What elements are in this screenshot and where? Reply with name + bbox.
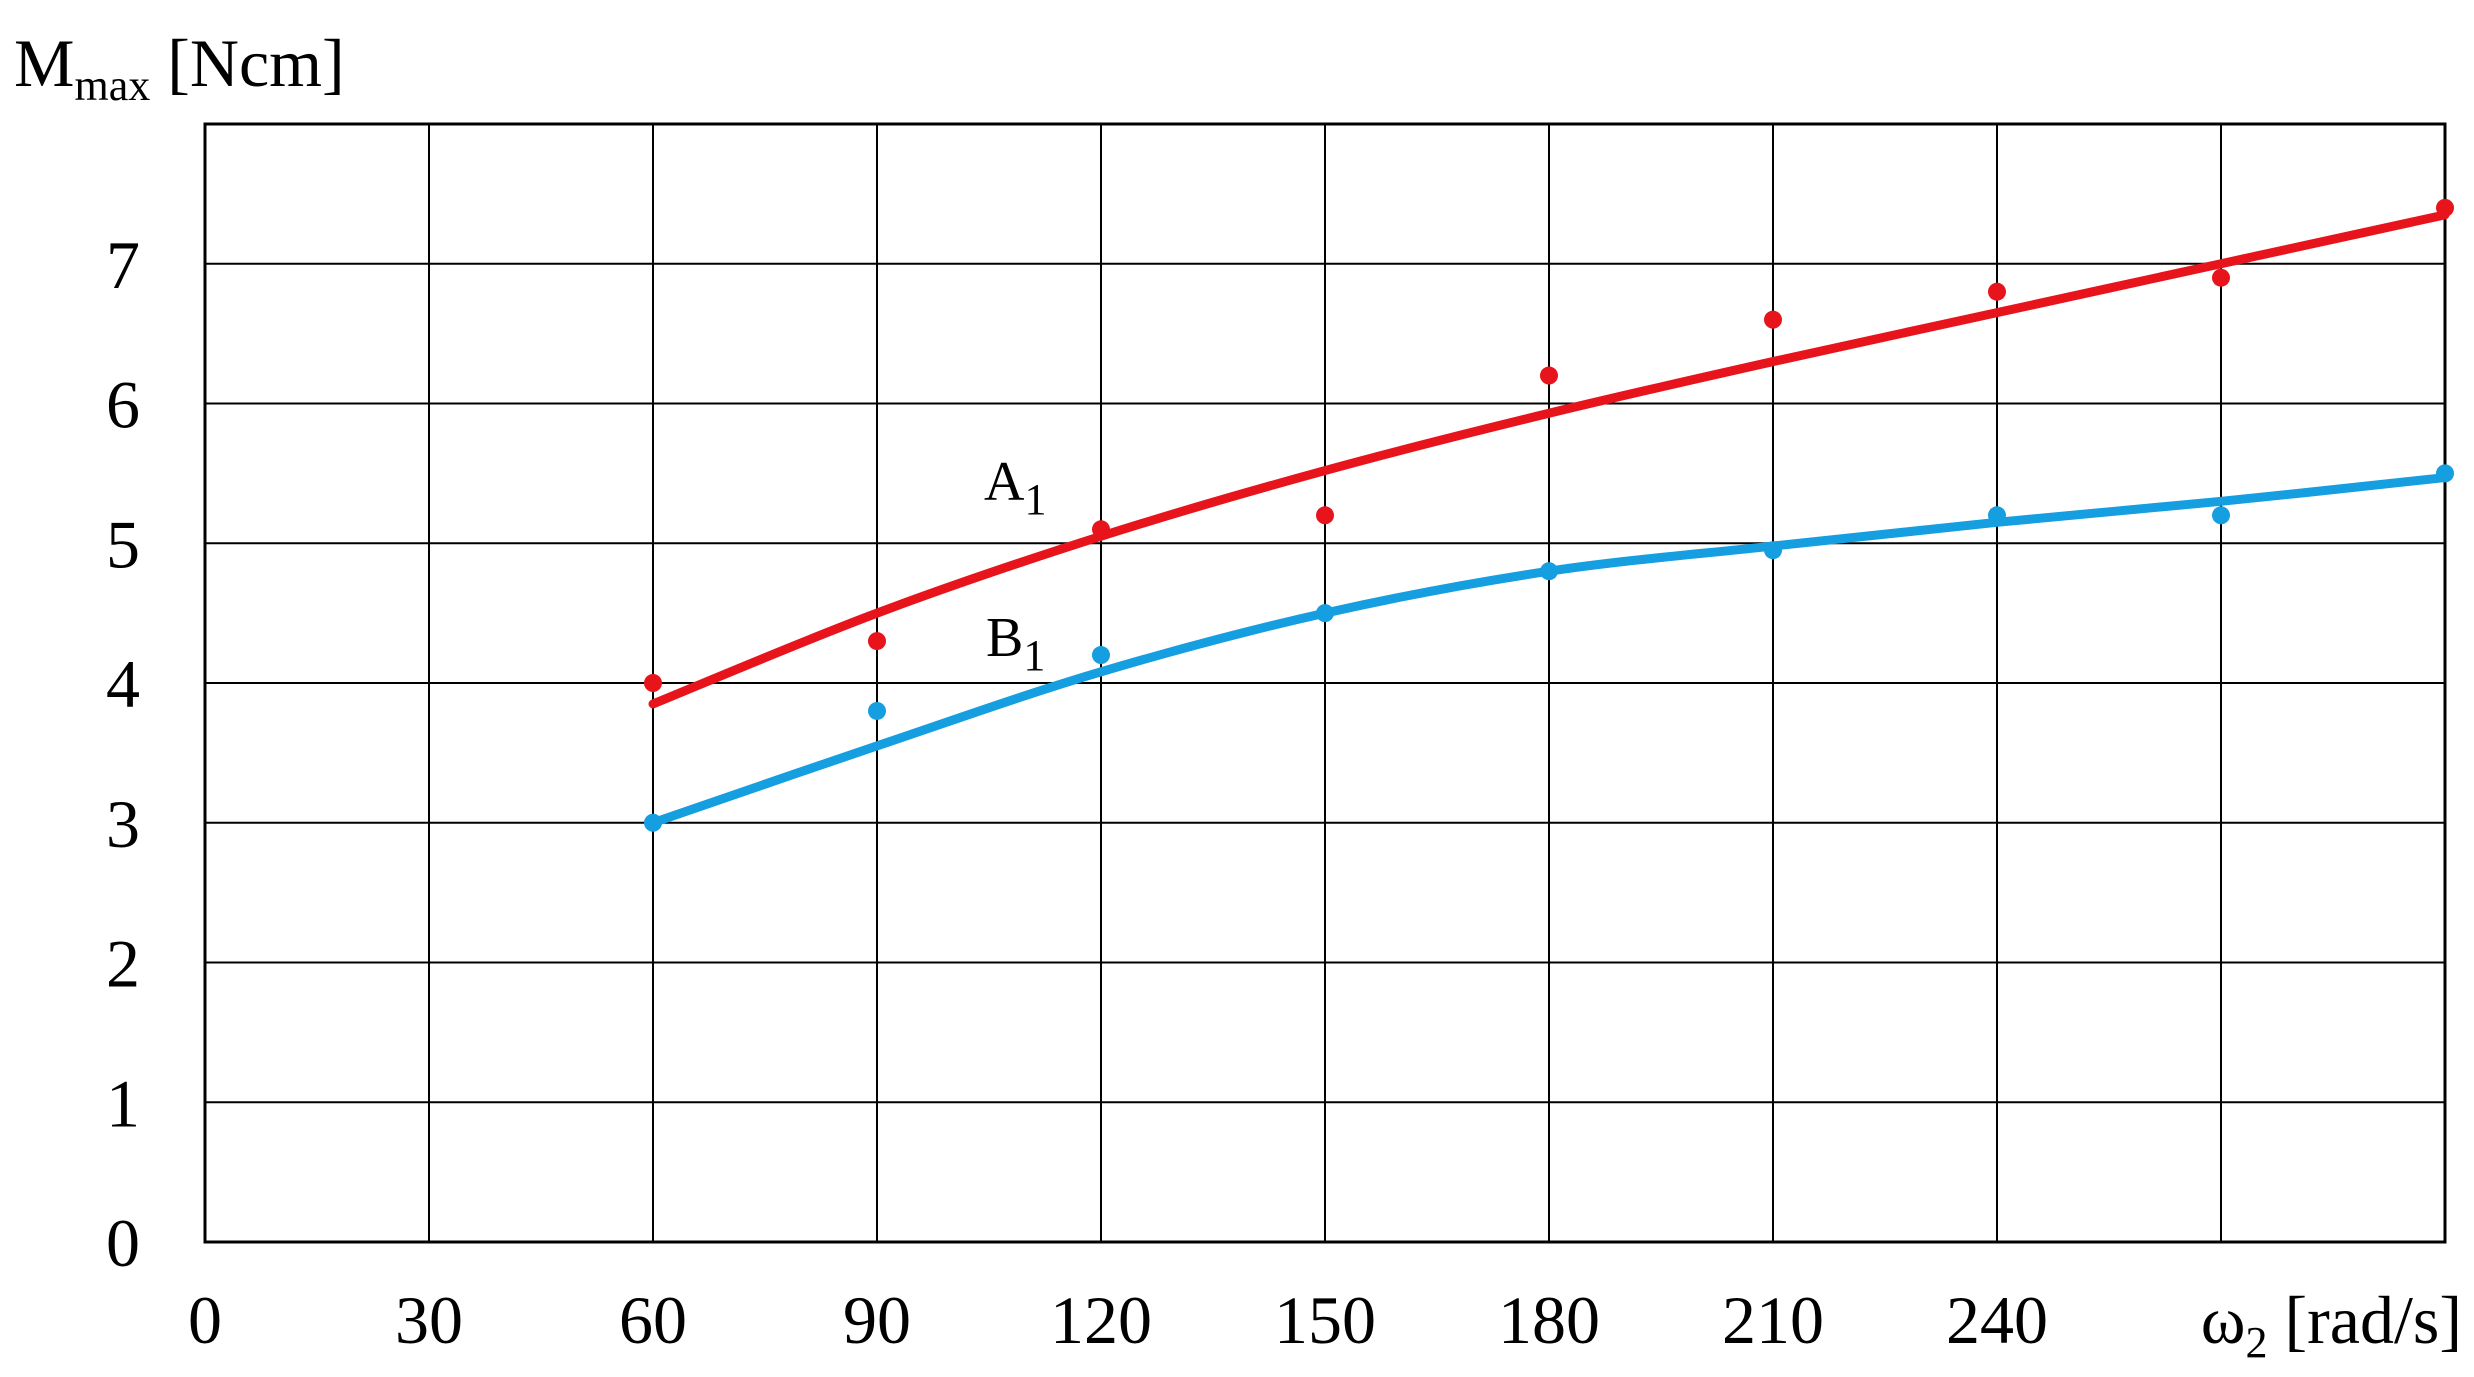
series-b1-point [2436,464,2454,483]
y-tick-labels: 0 1 2 3 4 5 6 7 [106,227,140,1281]
x-tick-label: 210 [1722,1282,1824,1358]
x-axis-label: ω2 [rad/s] [2201,1282,2462,1367]
y-tick-label: 1 [106,1065,140,1141]
x-tick-label: 150 [1274,1282,1376,1358]
y-tick-label: 7 [106,227,140,303]
series-a1-point [1988,282,2006,301]
series-b1-point [1316,604,1334,623]
series-b1-point [1764,541,1782,560]
series-a1-point [2212,268,2230,287]
x-tick-labels: 0 30 60 90 120 150 180 210 240 [188,1282,2048,1358]
series-b1-point [1988,506,2006,525]
y-axis-label: Mmax [Ncm] [14,25,345,110]
y-tick-label: 0 [106,1205,140,1281]
series-a1-point [1764,310,1782,329]
grid [205,124,2445,1242]
y-tick-label: 6 [106,367,140,443]
series-b1-point [868,701,886,720]
series-a1-point [1092,520,1110,539]
x-tick-label: 180 [1498,1282,1600,1358]
y-tick-label: 3 [106,786,140,862]
series-a1-point [2436,198,2454,217]
x-tick-label: 0 [188,1282,222,1358]
series-b1-point [644,813,662,832]
series-a1-point [868,632,886,651]
x-tick-label: 30 [395,1282,463,1358]
x-tick-label: 120 [1050,1282,1152,1358]
series-label-b1: B1 [986,607,1045,680]
plot-frame [203,122,2447,1244]
series-a1-point [644,674,662,692]
series-a1-point [1540,366,1558,385]
x-tick-label: 240 [1946,1282,2048,1358]
series-a1-point [1316,506,1334,525]
series-b1-point [1540,562,1558,581]
x-tick-label: 90 [843,1282,911,1358]
x-tick-label: 60 [619,1282,687,1358]
y-tick-label: 2 [106,926,140,1002]
series-label-a1: A1 [984,451,1046,524]
series-layer [644,198,2454,832]
series-a1-fit-line [648,210,2450,709]
series-b1-point [1092,646,1110,665]
y-tick-label: 5 [106,506,140,582]
series-b1-point [2212,506,2230,525]
y-tick-label: 4 [106,646,140,722]
